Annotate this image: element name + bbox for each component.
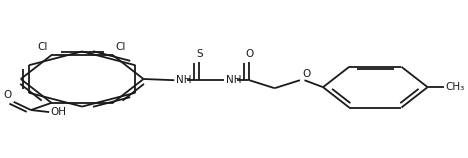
Text: CH₃: CH₃ <box>445 82 464 92</box>
Text: NH: NH <box>226 75 241 85</box>
Text: Cl: Cl <box>115 42 125 52</box>
Text: O: O <box>245 49 253 59</box>
Text: OH: OH <box>51 107 66 117</box>
Text: Cl: Cl <box>37 42 48 52</box>
Text: O: O <box>302 69 310 79</box>
Text: NH: NH <box>176 75 191 85</box>
Text: O: O <box>3 90 11 100</box>
Text: S: S <box>196 49 203 59</box>
